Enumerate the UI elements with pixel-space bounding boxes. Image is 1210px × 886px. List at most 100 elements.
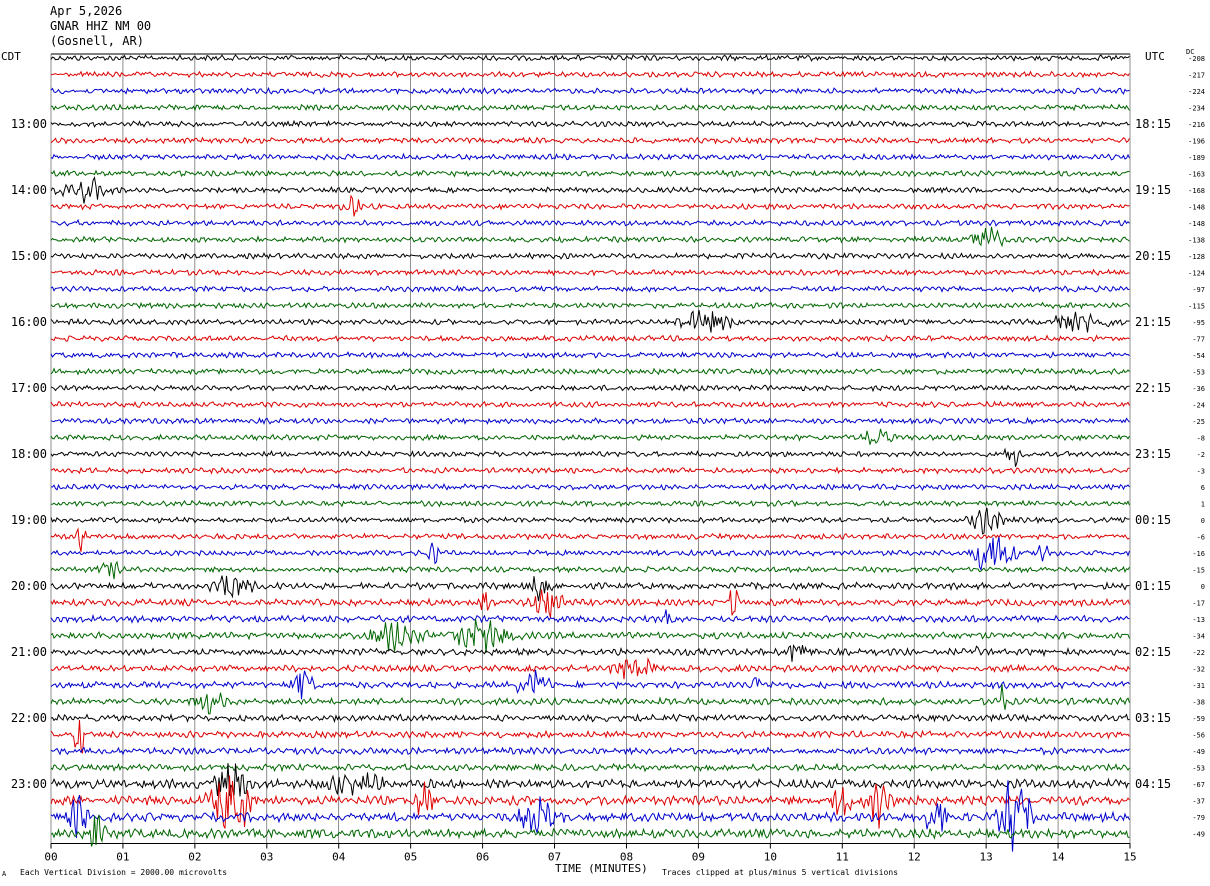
- dc-offset-label: -17: [1192, 600, 1205, 608]
- right-hour-label: 23:15: [1135, 447, 1171, 461]
- x-tick-label-04: 04: [332, 851, 346, 864]
- dc-offset-label: -31: [1192, 682, 1205, 690]
- dc-offset-label: -8: [1197, 435, 1205, 443]
- trace-line-48: [50, 814, 1130, 847]
- dc-offset-label: -53: [1192, 765, 1205, 773]
- trace-line-13: [50, 251, 1130, 261]
- left-hour-label: 21:00: [11, 645, 47, 659]
- left-hour-label: 20:00: [11, 579, 47, 593]
- trace-line-32: [50, 560, 1130, 580]
- dc-offset-label: -95: [1192, 319, 1205, 327]
- trace-line-24: [50, 428, 1130, 445]
- dc-offset-label: -24: [1192, 402, 1205, 410]
- seismic-traces: [50, 54, 1130, 852]
- dc-offset-label: -3: [1197, 468, 1205, 476]
- trace-line-36: [50, 618, 1130, 654]
- left-hour-label: 13:00: [11, 117, 47, 131]
- dc-offset-label: -189: [1188, 154, 1205, 162]
- trace-line-21: [50, 384, 1130, 393]
- trace-line-1: [50, 54, 1130, 62]
- trace-line-25: [50, 447, 1130, 467]
- left-hour-label: 14:00: [11, 183, 47, 197]
- x-tick-label-15: 15: [1123, 851, 1136, 864]
- scale-note: Each Vertical Division = 2000.00 microvo…: [20, 868, 228, 877]
- x-tick-label-10: 10: [764, 851, 777, 864]
- x-tick-label-08: 08: [620, 851, 633, 864]
- trace-line-34: [50, 589, 1130, 618]
- trace-line-4: [50, 103, 1130, 112]
- dc-offset-label: -196: [1188, 138, 1205, 146]
- trace-line-6: [50, 136, 1130, 145]
- trace-line-30: [50, 527, 1130, 552]
- dc-offset-label: -54: [1192, 352, 1205, 360]
- dc-offset-label: -67: [1192, 781, 1205, 789]
- station-code: GNAR HHZ NM 00: [50, 19, 152, 33]
- trace-line-12: [50, 226, 1130, 248]
- dc-offset-label: -168: [1188, 187, 1205, 195]
- dc-offset-label: -49: [1192, 831, 1205, 839]
- left-hour-label: 16:00: [11, 315, 47, 329]
- dc-offset-label: -53: [1192, 369, 1205, 377]
- dc-offset-label: -15: [1192, 567, 1205, 575]
- dc-offset-label: -32: [1192, 666, 1205, 674]
- dc-offset-label: -224: [1188, 88, 1205, 96]
- dc-offset-label: -36: [1192, 385, 1205, 393]
- left-hour-label: 18:00: [11, 447, 47, 461]
- trace-line-14: [50, 268, 1130, 277]
- trace-line-31: [50, 536, 1130, 572]
- clip-note: Traces clipped at plus/minus 5 vertical …: [662, 868, 899, 877]
- dc-offset-label: -59: [1192, 715, 1205, 723]
- left-hour-label: 23:00: [11, 777, 47, 791]
- dc-offset-label: -2: [1197, 451, 1205, 459]
- right-hour-label: 01:15: [1135, 579, 1171, 593]
- trace-line-22: [50, 400, 1130, 409]
- right-hour-label: 03:15: [1135, 711, 1171, 725]
- right-hour-label: 22:15: [1135, 381, 1171, 395]
- trace-line-27: [50, 482, 1130, 492]
- trace-line-29: [50, 507, 1130, 535]
- trace-line-20: [50, 367, 1130, 376]
- trace-line-41: [50, 713, 1130, 724]
- x-tick-label-07: 07: [548, 851, 561, 864]
- trace-line-33: [50, 575, 1130, 602]
- trace-line-38: [50, 657, 1130, 680]
- axis-labels: 00 01 02 03 04 05 06 07 08 09 10 11 12 13 14 1513:0014:…: [11, 55, 1205, 864]
- x-tick-label-06: 06: [476, 851, 489, 864]
- trace-line-8: [50, 169, 1130, 178]
- x-tick-label-12: 12: [908, 851, 921, 864]
- dc-offset-label: -56: [1192, 732, 1205, 740]
- dc-offset-label: -163: [1188, 171, 1205, 179]
- dc-offset-label: -128: [1188, 253, 1205, 261]
- dc-offset-label: -138: [1188, 237, 1205, 245]
- dc-offset-label: -16: [1192, 550, 1205, 558]
- trace-line-17: [50, 310, 1130, 333]
- x-tick-label-14: 14: [1051, 851, 1065, 864]
- corner-mark: A: [2, 870, 7, 878]
- right-hour-label: 21:15: [1135, 315, 1171, 329]
- dc-offset-label: -217: [1188, 72, 1205, 80]
- vertical-gridlines: [50, 53, 1131, 849]
- dc-offset-label: -234: [1188, 105, 1205, 113]
- right-timezone-label: UTC: [1145, 50, 1165, 63]
- left-hour-label: 17:00: [11, 381, 47, 395]
- trace-line-45: [50, 763, 1130, 797]
- trace-line-9: [50, 176, 1130, 204]
- trace-line-16: [50, 301, 1130, 310]
- trace-line-7: [50, 152, 1130, 161]
- right-hour-label: 19:15: [1135, 183, 1171, 197]
- dc-offset-label: 0: [1201, 583, 1205, 591]
- dc-offset-label: -6: [1197, 534, 1205, 542]
- trace-line-42: [50, 719, 1130, 754]
- trace-line-3: [50, 86, 1130, 95]
- dc-offset-label: 6: [1201, 484, 1205, 492]
- dc-offset-label: 0: [1201, 517, 1205, 525]
- right-hour-label: 18:15: [1135, 117, 1171, 131]
- trace-line-26: [50, 466, 1130, 475]
- x-tick-label-13: 13: [980, 851, 993, 864]
- trace-line-39: [50, 669, 1130, 700]
- trace-line-44: [50, 762, 1130, 773]
- trace-line-46: [50, 775, 1130, 829]
- dc-offset-label: -79: [1192, 814, 1205, 822]
- trace-line-15: [50, 284, 1130, 293]
